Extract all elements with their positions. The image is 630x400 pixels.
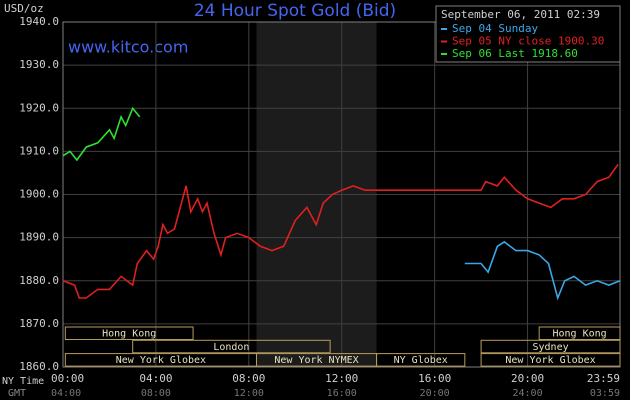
y-axis-label: USD/oz xyxy=(4,2,44,15)
x-tick-label: 16:00 xyxy=(418,372,451,385)
series-line xyxy=(62,106,141,162)
y-tick-label: 1870.0 xyxy=(19,317,59,330)
session-label: Hong Kong xyxy=(102,329,156,340)
session-box xyxy=(480,353,621,367)
legend-entry: Sep 04 Sunday xyxy=(452,22,538,35)
gmt-tick-label: 04:00 xyxy=(51,388,81,399)
legend-entry: Sep 06 Last 1918.60 xyxy=(452,47,578,60)
session-label: London xyxy=(213,342,249,353)
gmt-tick-label: 16:00 xyxy=(327,388,357,399)
x-tick-label: 23:59 xyxy=(587,372,620,385)
session-label: New York Globex xyxy=(116,355,206,366)
plot-frame xyxy=(62,21,621,368)
x-tick-label: 20:00 xyxy=(511,372,544,385)
gmt-tick-label: 03:59 xyxy=(590,388,620,399)
y-tick-label: 1930.0 xyxy=(19,58,59,71)
legend-title: September 06, 2011 02:39 xyxy=(441,8,600,21)
session-label: New York Globex xyxy=(505,355,595,366)
x-row-label: NY Time xyxy=(2,376,44,387)
watermark: www.kitco.com xyxy=(68,38,188,57)
legend-entry: Sep 05 NY close 1900.30 xyxy=(452,35,604,48)
session-box xyxy=(538,326,621,340)
session-label: NY Globex xyxy=(394,355,448,366)
y-tick-label: 1880.0 xyxy=(19,274,59,287)
session-box xyxy=(132,339,331,354)
x-tick-label: 08:00 xyxy=(232,372,265,385)
legend-box xyxy=(435,5,621,63)
gmt-tick-label: 12:00 xyxy=(234,388,264,399)
gmt-tick-label: 24:00 xyxy=(512,388,542,399)
x-tick-label: 00:00 xyxy=(51,372,84,385)
chart-title: 24 Hour Spot Gold (Bid) xyxy=(194,1,396,21)
y-tick-label: 1860.0 xyxy=(19,360,59,373)
session-box xyxy=(376,353,466,367)
session-label: Hong Kong xyxy=(552,329,606,340)
session-label: New York NYMEX xyxy=(274,355,358,366)
session-label: Sydney xyxy=(532,342,568,353)
x-tick-label: 12:00 xyxy=(325,372,358,385)
y-tick-label: 1920.0 xyxy=(19,101,59,114)
gmt-tick-label: 08:00 xyxy=(141,388,171,399)
session-box xyxy=(480,339,621,354)
y-tick-label: 1890.0 xyxy=(19,231,59,244)
x-tick-label: 04:00 xyxy=(139,372,172,385)
y-tick-label: 1900.0 xyxy=(19,188,59,201)
series-line xyxy=(62,163,619,299)
y-tick-label: 1940.0 xyxy=(19,15,59,28)
series-line xyxy=(464,240,621,301)
session-box xyxy=(64,326,194,340)
y-tick-label: 1910.0 xyxy=(19,144,59,157)
gmt-tick-label: 20:00 xyxy=(420,388,450,399)
x2-row-label: GMT xyxy=(8,388,26,399)
